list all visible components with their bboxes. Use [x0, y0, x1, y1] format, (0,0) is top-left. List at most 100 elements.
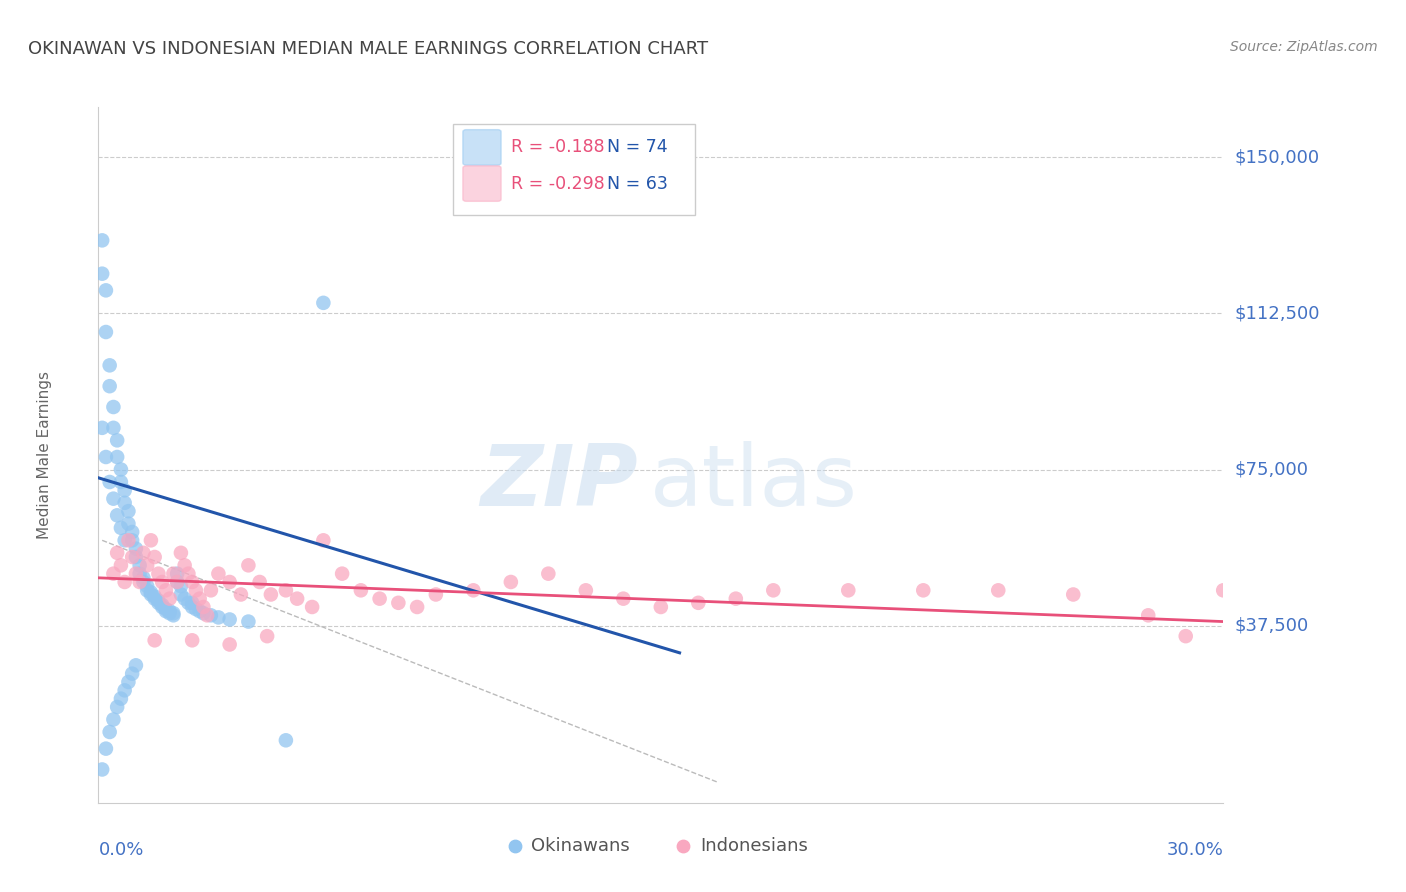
FancyBboxPatch shape [463, 129, 501, 165]
Point [193, 599, 215, 614]
Point [121, 533, 143, 548]
Point [110, 462, 132, 476]
Point [110, 521, 132, 535]
Point [139, 585, 162, 599]
Point [762, 583, 785, 598]
Point [148, 593, 170, 607]
Point [117, 533, 139, 548]
Point [143, 633, 166, 648]
Text: Median Male Earnings: Median Male Earnings [37, 371, 52, 539]
Text: atlas: atlas [650, 442, 858, 524]
Text: 30.0%: 30.0% [1167, 841, 1223, 859]
Point [148, 566, 170, 581]
Point [128, 574, 150, 589]
Text: R = -0.188: R = -0.188 [512, 138, 605, 156]
Text: $75,000: $75,000 [1234, 460, 1309, 478]
Text: ZIP: ZIP [481, 442, 638, 524]
Point [105, 546, 128, 560]
Point [181, 574, 204, 589]
Point [121, 666, 143, 681]
Point [91, 763, 114, 777]
Point [162, 608, 184, 623]
Point [166, 574, 188, 589]
Point [114, 496, 136, 510]
Point [166, 566, 188, 581]
Text: Indonesians: Indonesians [700, 837, 808, 855]
Point [139, 533, 162, 548]
Point [177, 596, 200, 610]
Point [200, 608, 222, 623]
Point [218, 638, 240, 652]
Text: N = 63: N = 63 [607, 175, 668, 193]
Point [128, 566, 150, 581]
Text: $37,500: $37,500 [1234, 616, 1309, 635]
FancyBboxPatch shape [463, 166, 501, 202]
Text: $150,000: $150,000 [1234, 148, 1319, 166]
Point [274, 733, 297, 747]
Point [121, 549, 143, 564]
Point [350, 583, 373, 598]
Point [1137, 608, 1160, 623]
Point [114, 574, 136, 589]
Point [207, 610, 229, 624]
Point [110, 558, 132, 573]
Point [260, 587, 283, 601]
Point [1062, 587, 1084, 601]
Point [238, 615, 260, 629]
Point [91, 421, 114, 435]
Point [114, 683, 136, 698]
Point [105, 508, 128, 523]
Point [537, 566, 560, 581]
Point [94, 450, 117, 464]
Point [117, 516, 139, 531]
Point [218, 574, 240, 589]
Point [91, 233, 114, 247]
Point [170, 579, 193, 593]
Point [105, 700, 128, 714]
Point [155, 604, 177, 618]
Point [110, 475, 132, 489]
Text: OKINAWAN VS INDONESIAN MEDIAN MALE EARNINGS CORRELATION CHART: OKINAWAN VS INDONESIAN MEDIAN MALE EARNI… [28, 40, 709, 58]
Point [117, 504, 139, 518]
Point [229, 587, 252, 601]
Text: Source: ZipAtlas.com: Source: ZipAtlas.com [1230, 40, 1378, 54]
Point [162, 566, 184, 581]
Point [114, 483, 136, 498]
Point [387, 596, 409, 610]
Point [368, 591, 391, 606]
Point [148, 596, 170, 610]
Point [724, 591, 747, 606]
Point [125, 566, 148, 581]
Point [688, 596, 710, 610]
Point [425, 587, 447, 601]
Point [110, 691, 132, 706]
Point [330, 566, 353, 581]
Point [94, 741, 117, 756]
Point [143, 590, 166, 604]
Text: Okinawans: Okinawans [531, 837, 630, 855]
Point [98, 725, 121, 739]
Point [103, 400, 125, 414]
Point [285, 591, 308, 606]
Point [132, 546, 155, 560]
Point [139, 587, 162, 601]
Point [128, 558, 150, 573]
Point [274, 583, 297, 598]
Point [218, 612, 240, 626]
Point [200, 583, 222, 598]
Point [173, 558, 195, 573]
Point [177, 566, 200, 581]
Point [125, 541, 148, 556]
Point [301, 599, 323, 614]
Point [103, 566, 125, 581]
Point [150, 574, 173, 589]
Point [98, 475, 121, 489]
Point [125, 549, 148, 564]
Point [155, 602, 177, 616]
Point [155, 583, 177, 598]
Point [184, 583, 207, 598]
Point [181, 596, 204, 610]
FancyBboxPatch shape [453, 124, 695, 215]
Point [188, 591, 211, 606]
Point [94, 284, 117, 298]
